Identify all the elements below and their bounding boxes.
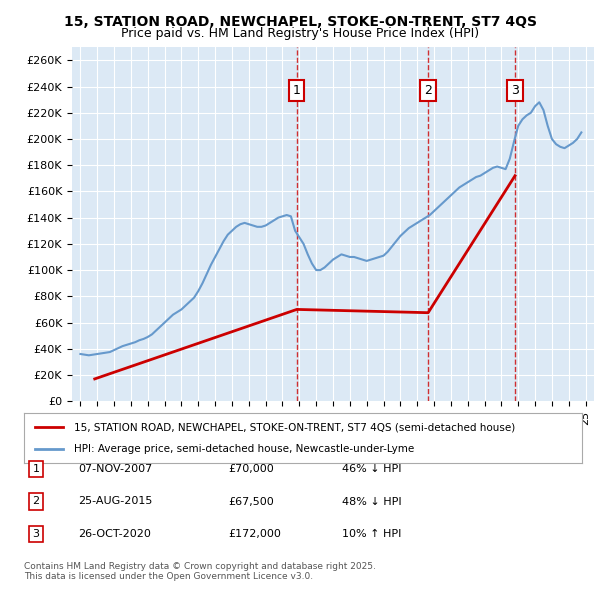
Text: 10% ↑ HPI: 10% ↑ HPI	[342, 529, 401, 539]
Text: 46% ↓ HPI: 46% ↓ HPI	[342, 464, 401, 474]
Text: 48% ↓ HPI: 48% ↓ HPI	[342, 497, 401, 506]
Text: 2: 2	[424, 84, 432, 97]
Text: £70,000: £70,000	[228, 464, 274, 474]
Text: 07-NOV-2007: 07-NOV-2007	[78, 464, 152, 474]
Text: 15, STATION ROAD, NEWCHAPEL, STOKE-ON-TRENT, ST7 4QS (semi-detached house): 15, STATION ROAD, NEWCHAPEL, STOKE-ON-TR…	[74, 422, 515, 432]
Text: 3: 3	[32, 529, 40, 539]
Text: £172,000: £172,000	[228, 529, 281, 539]
Text: £67,500: £67,500	[228, 497, 274, 506]
Text: 2: 2	[32, 497, 40, 506]
Text: 26-OCT-2020: 26-OCT-2020	[78, 529, 151, 539]
Text: 3: 3	[511, 84, 519, 97]
Text: 15, STATION ROAD, NEWCHAPEL, STOKE-ON-TRENT, ST7 4QS: 15, STATION ROAD, NEWCHAPEL, STOKE-ON-TR…	[64, 15, 536, 29]
Text: 1: 1	[293, 84, 301, 97]
Text: 1: 1	[32, 464, 40, 474]
Text: 25-AUG-2015: 25-AUG-2015	[78, 497, 152, 506]
Text: Contains HM Land Registry data © Crown copyright and database right 2025.
This d: Contains HM Land Registry data © Crown c…	[24, 562, 376, 581]
Text: Price paid vs. HM Land Registry's House Price Index (HPI): Price paid vs. HM Land Registry's House …	[121, 27, 479, 40]
Text: HPI: Average price, semi-detached house, Newcastle-under-Lyme: HPI: Average price, semi-detached house,…	[74, 444, 415, 454]
